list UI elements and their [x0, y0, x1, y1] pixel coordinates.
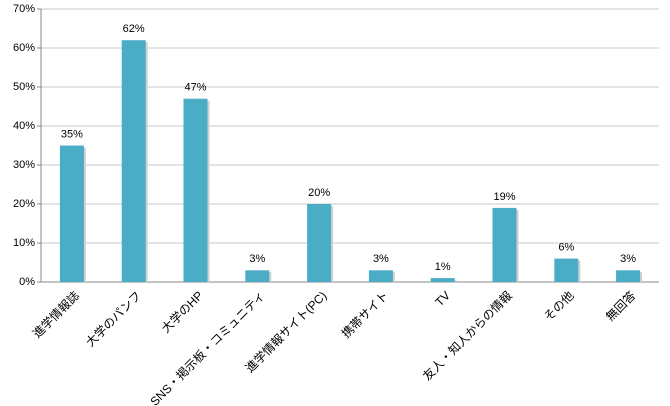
data-label: 20% [308, 187, 330, 199]
x-tick-label: 大学のHP [158, 288, 206, 336]
bar [245, 270, 270, 282]
x-tick-label: 携帯サイト [338, 288, 391, 341]
y-tick-label: 70% [13, 3, 35, 15]
x-tick-label: SNS・掲示板・コミュニティ [147, 288, 268, 406]
y-tick-label: 0% [19, 276, 35, 288]
bar [368, 270, 393, 282]
data-label: 6% [558, 242, 574, 254]
x-tick-label: TV [432, 288, 453, 309]
bar [430, 278, 455, 282]
bar [554, 258, 579, 282]
x-tick-label: その他 [541, 288, 576, 323]
data-label: 62% [123, 23, 145, 35]
y-tick-label: 10% [13, 237, 35, 249]
data-label: 35% [61, 128, 83, 140]
data-label: 1% [435, 261, 451, 273]
bar [121, 40, 146, 283]
bar [616, 270, 641, 282]
x-tick-label: 進学情報誌 [29, 288, 82, 341]
x-tick-label: 無回答 [602, 288, 638, 324]
data-label: 19% [493, 191, 515, 203]
y-tick-label: 50% [13, 81, 35, 93]
data-label: 3% [249, 253, 265, 265]
y-tick-label: 20% [13, 198, 35, 210]
y-tick-label: 40% [13, 120, 35, 132]
bar [59, 145, 84, 282]
y-tick-label: 30% [13, 159, 35, 171]
data-label: 3% [620, 253, 636, 265]
data-label: 47% [184, 82, 206, 94]
bar [307, 204, 332, 282]
y-tick-label: 60% [13, 42, 35, 54]
bar [492, 207, 517, 282]
data-label: 3% [373, 253, 389, 265]
bar [183, 98, 208, 282]
x-tick-label: 大学のパンフ [82, 288, 144, 350]
